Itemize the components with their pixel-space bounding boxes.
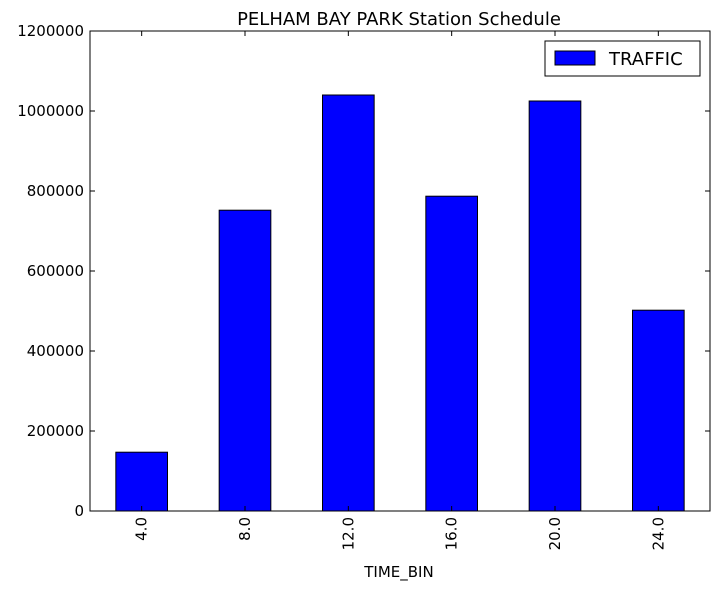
chart-title: PELHAM BAY PARK Station Schedule <box>237 9 561 30</box>
y-tick-label: 0 <box>74 502 84 520</box>
legend: TRAFFIC <box>544 40 701 77</box>
y-axis: 0 200000 400000 600000 800000 1000000 1200000 <box>17 22 710 520</box>
bar <box>425 195 479 512</box>
y-tick-label: 200000 <box>27 422 84 440</box>
x-tick-label: 24.0 <box>649 517 667 550</box>
y-tick-label: 800000 <box>27 182 84 200</box>
bar <box>218 209 272 512</box>
x-tick-label: 4.0 <box>133 517 151 541</box>
bars-group <box>115 94 685 512</box>
x-axis: 4.0 8.0 12.0 16.0 20.0 24.0 <box>133 31 667 550</box>
legend-swatch <box>554 50 596 66</box>
y-tick-label: 1000000 <box>17 102 84 120</box>
bar <box>115 451 169 512</box>
bar <box>322 94 375 512</box>
x-tick-label: 20.0 <box>546 517 564 550</box>
y-tick-label: 400000 <box>27 342 84 360</box>
bar <box>528 100 582 512</box>
y-tick-label: 1200000 <box>17 22 84 40</box>
x-axis-label: TIME_BIN <box>363 563 433 582</box>
x-tick-label: 16.0 <box>443 517 461 550</box>
x-tick-label: 8.0 <box>236 517 254 541</box>
legend-label: TRAFFIC <box>608 49 683 70</box>
y-tick-label: 600000 <box>27 262 84 280</box>
x-tick-label: 12.0 <box>339 517 357 550</box>
bar <box>632 309 685 512</box>
plot-frame <box>89 30 711 512</box>
